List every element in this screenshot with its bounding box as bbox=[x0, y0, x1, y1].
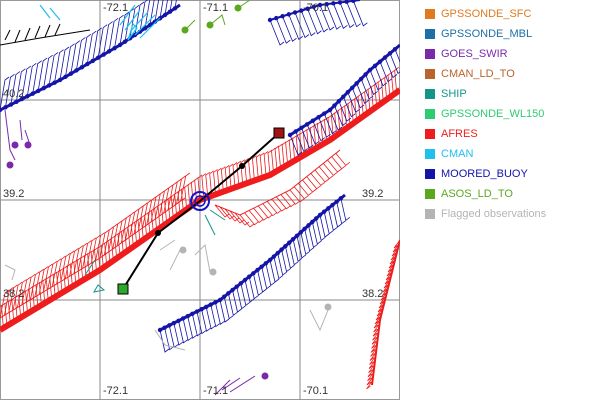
legend-swatch bbox=[425, 9, 435, 19]
selected-observation-ring bbox=[190, 191, 210, 211]
legend-item[interactable]: GOES_SWIR bbox=[425, 46, 508, 62]
legend-label: SHIP bbox=[441, 88, 467, 100]
legend-label: CMAN_LD_TO bbox=[441, 68, 515, 80]
map-view[interactable]: -72.1 -71.1 -70.1 40.2 39.2 38.2 39.2 38… bbox=[0, 0, 400, 400]
bottom-lon-tick: -72.1 bbox=[103, 385, 128, 397]
flight-track[interactable] bbox=[117, 127, 285, 295]
legend-label: GPSSONDE_WL150 bbox=[441, 108, 545, 120]
legend-item[interactable]: CMAN bbox=[425, 146, 473, 162]
legend-item[interactable]: GPSSONDE_MBL bbox=[425, 26, 532, 42]
legend-swatch bbox=[425, 169, 435, 179]
legend-label: ASOS_LD_TO bbox=[441, 188, 513, 200]
legend-item[interactable]: MOORED_BUOY bbox=[425, 166, 528, 182]
legend-item[interactable]: SHIP bbox=[425, 86, 467, 102]
legend-panel: GPSSONDE_SFC GPSSONDE_MBL GOES_SWIR CMAN_LD… bbox=[405, 0, 600, 400]
legend-label: GOES_SWIR bbox=[441, 48, 508, 60]
legend-swatch bbox=[425, 49, 435, 59]
bottom-lon-tick: -70.1 bbox=[303, 385, 328, 397]
moored-buoy-track-south[interactable] bbox=[157, 193, 351, 353]
top-lon-tick: -71.1 bbox=[203, 2, 228, 14]
legend-swatch bbox=[425, 69, 435, 79]
legend-swatch bbox=[425, 89, 435, 99]
legend-swatch bbox=[425, 29, 435, 39]
legend-label: AFRES bbox=[441, 128, 478, 140]
top-lon-tick: -72.1 bbox=[103, 2, 128, 14]
legend-swatch bbox=[425, 209, 435, 219]
legend-item[interactable]: CMAN_LD_TO bbox=[425, 66, 515, 82]
cman-barbs[interactable] bbox=[39, 4, 161, 41]
top-lon-tick: -70.1 bbox=[303, 2, 328, 14]
right-lat-tick: 38.2 bbox=[362, 288, 383, 300]
legend-item[interactable]: GPSSONDE_WL150 bbox=[425, 106, 544, 122]
asos-ld-to-stations[interactable] bbox=[181, 0, 251, 34]
black-barbs[interactable] bbox=[0, 23, 91, 46]
goes-swir-barbs[interactable] bbox=[4, 109, 269, 396]
lat-tick: 39.2 bbox=[3, 188, 24, 200]
legend-swatch bbox=[425, 109, 435, 119]
legend-swatch bbox=[425, 149, 435, 159]
track-start-marker bbox=[117, 283, 129, 295]
legend-swatch bbox=[425, 189, 435, 199]
legend-item[interactable]: Flagged observations bbox=[425, 206, 546, 222]
moored-buoy-track-center[interactable] bbox=[267, 0, 400, 156]
lat-tick: 40.2 bbox=[3, 88, 24, 100]
right-lat-tick: 39.2 bbox=[362, 188, 383, 200]
legend-item[interactable]: GPSSONDE_SFC bbox=[425, 6, 531, 22]
legend-item[interactable]: AFRES bbox=[425, 126, 478, 142]
map-tick-labels: -72.1 -71.1 -70.1 40.2 39.2 38.2 39.2 38… bbox=[3, 2, 383, 397]
flagged-observations[interactable] bbox=[4, 239, 332, 351]
legend-item[interactable]: ASOS_LD_TO bbox=[425, 186, 513, 202]
bottom-lon-tick: -71.1 bbox=[203, 385, 228, 397]
legend-label: Flagged observations bbox=[441, 208, 547, 220]
moored-buoy-track-north[interactable] bbox=[0, 0, 184, 113]
lat-tick: 38.2 bbox=[3, 288, 24, 300]
afres-wind-barb-track[interactable] bbox=[0, 67, 400, 333]
ship-barbs[interactable] bbox=[84, 209, 226, 293]
legend-label: GPSSONDE_MBL bbox=[441, 28, 533, 40]
legend-label: MOORED_BUOY bbox=[441, 168, 528, 180]
legend-label: GPSSONDE_SFC bbox=[441, 8, 532, 20]
legend-swatch bbox=[425, 129, 435, 139]
map-canvas[interactable]: -72.1 -71.1 -70.1 40.2 39.2 38.2 39.2 38… bbox=[0, 0, 400, 400]
afres-track-east[interactable] bbox=[366, 239, 401, 390]
track-end-marker bbox=[273, 127, 285, 139]
legend-label: CMAN bbox=[441, 148, 474, 160]
